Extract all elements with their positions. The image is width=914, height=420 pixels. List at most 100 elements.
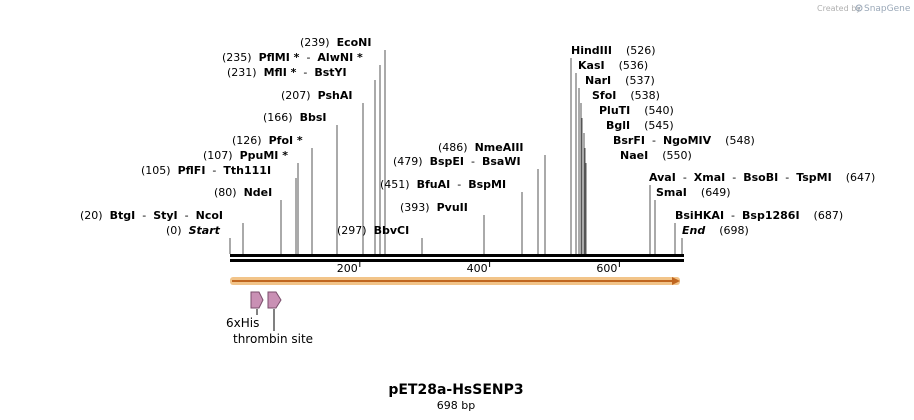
enzyme-separator: - (683, 171, 687, 184)
snapgene-brand: SnapGene (864, 4, 911, 14)
enzyme-separator: - (731, 209, 735, 222)
enzyme-site-label[interactable]: BglI (545) (606, 119, 681, 132)
thrombin-site-feature[interactable] (267, 291, 282, 309)
enzyme-site-label[interactable]: KasI (536) (578, 59, 655, 72)
site-position: (231) (227, 66, 257, 79)
enzyme-name: PpuMI * (240, 149, 289, 162)
ruler: 200 400 600 (337, 262, 620, 275)
enzyme-separator: - (212, 164, 216, 177)
enzyme-site-label[interactable]: (20) BtgI - StyI - NcoI (80, 209, 230, 222)
enzyme-site-label[interactable]: (231) MflI * - BstYI (227, 66, 354, 79)
ruler-tick-label: 200 (337, 262, 358, 275)
enzyme-name: StyI (153, 209, 177, 222)
enzyme-name: EcoNI (337, 36, 372, 49)
dna-backbone (230, 254, 684, 262)
enzyme-name: End (682, 224, 705, 237)
site-position: (687) (814, 209, 844, 222)
site-position: (107) (203, 149, 233, 162)
enzyme-name: BglI (606, 119, 630, 132)
enzyme-separator: - (185, 209, 189, 222)
enzyme-separator: - (303, 66, 307, 79)
enzyme-site-label[interactable]: (239) EcoNI (300, 36, 378, 49)
enzyme-name: PvuII (437, 201, 468, 214)
enzyme-name: Bsp1286I (742, 209, 800, 222)
enzyme-separator: - (142, 209, 146, 222)
enzyme-name: SmaI (656, 186, 687, 199)
sequence-size: 698 bp (437, 399, 475, 412)
enzyme-site-label[interactable]: HindIII (526) (571, 44, 663, 57)
enzyme-name: PluTI (599, 104, 630, 117)
site-position: (207) (281, 89, 311, 102)
site-position: (538) (630, 89, 660, 102)
enzyme-site-label[interactable]: PluTI (540) (599, 104, 681, 117)
enzyme-name: BsiHKAI (675, 209, 724, 222)
thrombin-site-label: thrombin site (233, 332, 313, 346)
enzyme-name: BsrFI (613, 134, 645, 147)
enzyme-site-label[interactable]: SfoI (538) (592, 89, 667, 102)
enzyme-name: BspEI (430, 155, 464, 168)
enzyme-name: BbvCI (374, 224, 410, 237)
enzyme-site-label[interactable]: (166) BbsI (263, 111, 334, 124)
orf-arrow[interactable] (230, 277, 680, 285)
enzyme-site-label[interactable]: (105) PflFI - Tth111I (141, 164, 278, 177)
enzyme-name: NcoI (196, 209, 223, 222)
site-position: (548) (725, 134, 755, 147)
enzyme-site-label[interactable]: AvaI - XmaI - BsoBI - TspMI (647) (649, 171, 882, 184)
site-position: (545) (644, 119, 674, 132)
site-position: (647) (846, 171, 876, 184)
enzyme-name: NmeAIII (475, 141, 524, 154)
enzyme-name: Start (189, 224, 221, 237)
enzyme-separator: - (306, 51, 310, 64)
enzyme-name: PshAI (318, 89, 353, 102)
enzyme-name: Tth111I (223, 164, 271, 177)
enzyme-name: AlwNI * (317, 51, 363, 64)
enzyme-site-label[interactable]: (486) NmeAIII (438, 141, 531, 154)
his-tag-label: 6xHis (226, 316, 259, 330)
site-lines (229, 50, 683, 254)
enzyme-site-label[interactable]: NarI (537) (585, 74, 662, 87)
enzyme-name: BstYI (314, 66, 346, 79)
site-position: (649) (701, 186, 731, 199)
enzyme-site-label[interactable]: BsiHKAI - Bsp1286I (687) (675, 209, 850, 222)
enzyme-site-label[interactable]: (107) PpuMI * (203, 149, 295, 162)
enzyme-site-label[interactable]: (126) PfoI * (232, 134, 310, 147)
enzyme-site-label[interactable]: BsrFI - NgoMIV (548) (613, 134, 762, 147)
site-position: (550) (662, 149, 692, 162)
enzyme-name: NdeI (244, 186, 273, 199)
enzyme-name: BsoBI (743, 171, 778, 184)
site-position: (537) (625, 74, 655, 87)
site-position: (297) (337, 224, 367, 237)
enzyme-name: BspMI (468, 178, 506, 191)
enzyme-name: BfuAI (417, 178, 451, 191)
site-position: (479) (393, 155, 423, 168)
site-position: (540) (644, 104, 674, 117)
enzyme-name: PfoI * (269, 134, 303, 147)
site-position: (126) (232, 134, 262, 147)
site-position: (0) (166, 224, 182, 237)
enzyme-site-label[interactable]: (80) NdeI (214, 186, 279, 199)
enzyme-name: BtgI (110, 209, 136, 222)
enzyme-site-label[interactable]: NaeI (550) (620, 149, 699, 162)
enzyme-separator: - (471, 155, 475, 168)
enzyme-site-label[interactable]: SmaI (649) (656, 186, 738, 199)
enzyme-separator: - (457, 178, 461, 191)
site-position: (486) (438, 141, 468, 154)
site-position: (235) (222, 51, 252, 64)
enzyme-site-label[interactable]: (297) BbvCI (337, 224, 416, 237)
enzyme-site-label[interactable]: (235) PflMI * - AlwNI * (222, 51, 370, 64)
his-tag-feature[interactable] (250, 291, 264, 309)
site-position: (526) (626, 44, 656, 57)
enzyme-site-label[interactable]: (207) PshAI (281, 89, 359, 102)
site-position: (20) (80, 209, 103, 222)
site-position: (451) (380, 178, 410, 191)
created-by-text: Created by (817, 4, 861, 13)
ruler-tick-label: 600 (596, 262, 617, 275)
enzyme-site-label[interactable]: (479) BspEI - BsaWI (393, 155, 528, 168)
enzyme-name: XmaI (694, 171, 725, 184)
enzyme-site-label[interactable]: (393) PvuII (400, 201, 475, 214)
enzyme-site-label[interactable]: (451) BfuAI - BspMI (380, 178, 513, 191)
enzyme-name: AvaI (649, 171, 676, 184)
enzyme-site-label[interactable]: End (698) (682, 224, 756, 237)
enzyme-site-label[interactable]: (0) Start (166, 224, 227, 237)
site-position: (239) (300, 36, 330, 49)
